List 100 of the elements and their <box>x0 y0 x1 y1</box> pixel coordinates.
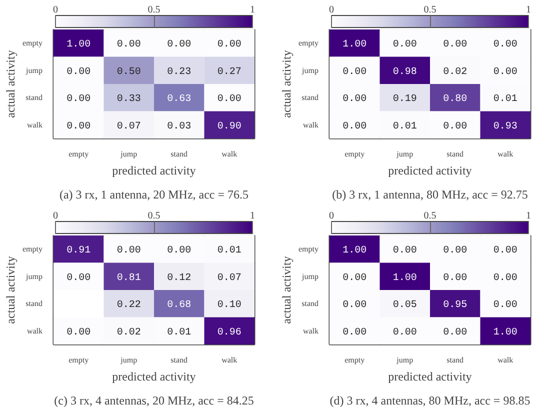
x-axis-title: predicted activity <box>388 370 472 384</box>
y-axis-title: actual activity <box>4 50 18 118</box>
color-bar-label: 0 <box>53 210 58 222</box>
data-label: 0.00 <box>217 94 242 106</box>
y-tick-label: jump <box>301 66 319 75</box>
text: (b) 3 rx, 1 antenna, 80 MHz, acc = 92.75 <box>332 188 528 202</box>
x-tick-label: walk <box>222 356 238 364</box>
y-tick-label: jump <box>25 66 43 75</box>
data-label: 0.01 <box>392 121 417 132</box>
x-tick-label: stand <box>446 150 464 158</box>
data-label: 0.00 <box>392 40 417 51</box>
text: (a) 3 rx, 1 antenna, 20 MHz, acc = 76.5 <box>59 188 249 202</box>
data-label: 0.00 <box>342 300 367 312</box>
color-bar-label: 0 <box>329 210 334 222</box>
text: (d) 3 rx, 4 antennas, 80 MHz, acc = 98.85 <box>330 394 530 408</box>
data-label: 1.00 <box>66 40 91 51</box>
data-label: 0.12 <box>167 272 192 284</box>
data-label: 1.00 <box>392 272 417 284</box>
data-label: 0.00 <box>66 327 91 338</box>
x-axis-title: predicted activity <box>388 164 472 178</box>
x-tick-label: stand <box>446 356 464 364</box>
x-tick-label: walk <box>498 356 514 364</box>
y-tick-label: empty <box>298 244 319 254</box>
y-axis-title: actual activity <box>280 256 294 324</box>
x-tick-label: walk <box>498 150 514 158</box>
text: (c) 3 rx, 4 antennas, 20 MHz, acc = 84.25 <box>54 394 254 408</box>
data-label: 0.05 <box>392 300 417 312</box>
color-bar-label: 0 <box>53 4 58 16</box>
data-label: 0.00 <box>66 272 91 284</box>
color-bar-label: 1 <box>250 4 255 16</box>
data-label: 0.00 <box>392 246 417 257</box>
color-bar-label: 0.5 <box>148 4 160 16</box>
data-label: 0.00 <box>116 246 141 257</box>
data-label: 0.81 <box>116 272 141 284</box>
y-tick-label: jump <box>301 272 319 281</box>
x-tick-label: jump <box>120 356 138 364</box>
data-label: 0.00 <box>167 246 192 257</box>
y-tick-label: empty <box>22 244 43 254</box>
y-tick-label: empty <box>298 38 319 48</box>
data-label: 1.00 <box>342 246 367 257</box>
data-label: 0.27 <box>217 66 242 78</box>
y-tick-label: walk <box>302 326 319 336</box>
data-label: 0.07 <box>217 272 242 284</box>
data-label: 0.00 <box>392 327 417 338</box>
data-label: 0.10 <box>217 300 242 312</box>
x-tick-label: empty <box>68 356 89 364</box>
data-label: 0.00 <box>66 66 91 78</box>
data-label: 0.96 <box>217 327 242 338</box>
x-tick-label: jump <box>396 356 414 364</box>
data-label: 0.33 <box>116 94 141 106</box>
data-label: 0.00 <box>342 327 367 338</box>
data-label: 0.00 <box>443 272 468 284</box>
data-label: 0.00 <box>342 272 367 284</box>
data-label: 0.01 <box>217 246 242 257</box>
y-tick-label: walk <box>26 120 43 130</box>
data-label: 0.00 <box>342 66 367 78</box>
data-label: 0.01 <box>167 327 192 338</box>
data-label: 0.98 <box>392 66 417 78</box>
color-bar-label: 1 <box>250 210 255 222</box>
color-bar-label: 0.5 <box>424 4 436 16</box>
data-label: 0.23 <box>167 66 192 78</box>
y-tick-label: stand <box>26 93 43 102</box>
data-label: 0.00 <box>66 94 91 106</box>
data-label: 0.00 <box>493 246 518 257</box>
x-tick-label: jump <box>120 150 138 158</box>
data-label: 0.02 <box>116 327 141 338</box>
y-axis-title: actual activity <box>4 256 18 324</box>
color-bar-label: 1 <box>526 210 531 222</box>
color-bar-label: 0.5 <box>148 210 160 222</box>
x-axis-title: predicted activity <box>112 164 196 178</box>
x-tick-label: jump <box>396 150 414 158</box>
y-axis-title: actual activity <box>280 50 294 118</box>
x-axis-title: predicted activity <box>112 370 196 384</box>
x-tick-label: walk <box>222 150 238 158</box>
data-label: 0.00 <box>443 40 468 51</box>
data-label: 0.68 <box>167 300 192 312</box>
data-label: 0.00 <box>493 66 518 78</box>
data-label: 0.95 <box>443 300 468 312</box>
data-label: 0.00 <box>342 94 367 106</box>
y-tick-label: stand <box>302 299 319 308</box>
data-label: 0.93 <box>493 121 518 132</box>
data-label: 0.00 <box>342 121 367 132</box>
y-tick-label: stand <box>26 299 43 308</box>
y-tick-label: empty <box>22 38 43 48</box>
data-label: 0.03 <box>167 121 192 132</box>
x-tick-label: stand <box>170 356 188 364</box>
data-label: 0.00 <box>443 246 468 257</box>
x-tick-label: empty <box>344 356 365 364</box>
data-label: 0.63 <box>167 94 192 106</box>
data-label: 0.00 <box>493 40 518 51</box>
data-label: 0.02 <box>443 66 468 78</box>
data-label: 0.19 <box>392 94 417 106</box>
x-tick-label: stand <box>170 150 188 158</box>
data-label: 1.00 <box>342 40 367 51</box>
data-label: 0.91 <box>66 246 91 257</box>
color-bar-label: 0 <box>329 4 334 16</box>
data-label: 0.01 <box>493 94 518 106</box>
data-label: 0.90 <box>217 121 242 132</box>
data-label: 0.07 <box>116 121 141 132</box>
color-bar-label: 0.5 <box>424 210 436 222</box>
